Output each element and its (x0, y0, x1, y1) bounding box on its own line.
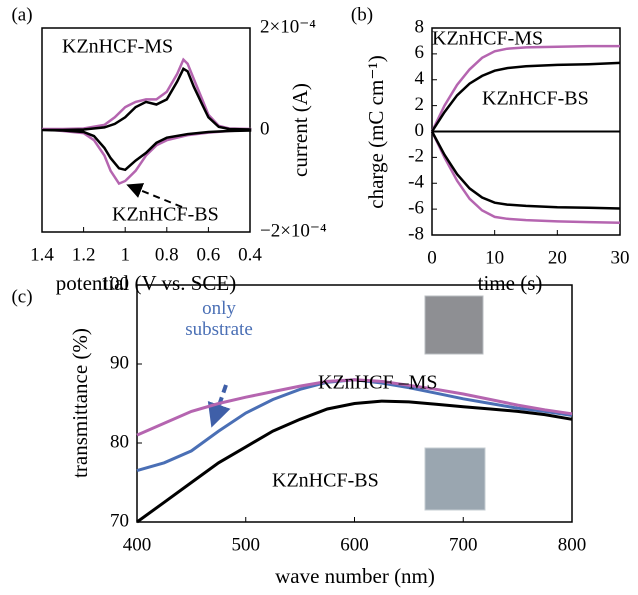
x-tick-label: 20 (548, 247, 567, 268)
y-tick-label: 100 (101, 273, 130, 294)
y-tick-label: 70 (110, 510, 129, 531)
series-annotation: KZnHCF-MS (62, 36, 173, 58)
y-tick-label: 2×10⁻⁴ (260, 16, 316, 37)
series-annotation: KZnHCF-BS (482, 88, 589, 110)
y-tick-label: 80 (110, 431, 129, 452)
y-tick-label: 0 (260, 118, 270, 139)
x-tick-label: 10 (485, 247, 504, 268)
x-tick-label: 0 (427, 247, 437, 268)
series-line (41, 57, 252, 186)
series-annotation: KZnHCF-BS (272, 470, 379, 492)
series-line (41, 67, 252, 172)
panel-label: (b) (351, 4, 373, 25)
x-axis-title: time (s) (478, 271, 543, 295)
series-line (136, 378, 573, 437)
y-tick-label: 4 (415, 68, 425, 89)
y-tick-label: -6 (408, 197, 424, 218)
series-line (430, 44, 621, 224)
arrow (126, 183, 183, 208)
y-tick-label: 8 (415, 16, 425, 37)
sample-photo (424, 295, 484, 355)
y-axis-title: charge (mC cm⁻¹) (364, 55, 388, 208)
y-tick-label: 6 (415, 42, 425, 63)
panel-label: (a) (11, 4, 32, 25)
y-tick-label: -8 (408, 223, 424, 244)
x-tick-label: 800 (558, 534, 587, 555)
y-axis-title: transmittance (%) (68, 328, 92, 478)
y-tick-label: 90 (110, 352, 129, 373)
x-tick-label: 700 (449, 534, 478, 555)
x-tick-label: 500 (232, 534, 261, 555)
series-line (430, 61, 621, 210)
series-annotation: KZnHCF-BS (112, 204, 219, 226)
x-axis-title: potential (V vs. SCE) (56, 271, 236, 295)
x-tick-label: 1.2 (72, 244, 96, 265)
panel-label: (c) (11, 286, 32, 307)
series-line (136, 399, 573, 524)
x-tick-label: 400 (123, 534, 152, 555)
y-tick-label: -2 (408, 146, 424, 167)
x-tick-label: 0.4 (238, 244, 262, 265)
y-tick-label: -4 (408, 172, 424, 193)
x-tick-label: 0.8 (155, 244, 179, 265)
y-tick-label: 2 (415, 94, 425, 115)
x-tick-label: 1 (120, 244, 130, 265)
sample-photo (424, 447, 486, 511)
series-annotation: KZnHCF-MS (432, 28, 543, 50)
y-tick-label: 0 (415, 120, 425, 141)
x-axis-title: wave number (nm) (275, 564, 435, 588)
x-tick-label: 0.6 (197, 244, 221, 265)
x-tick-label: 600 (340, 534, 369, 555)
x-tick-label: 1.4 (30, 244, 54, 265)
series-annotation: KZnHCF –MS (318, 372, 437, 394)
x-tick-label: 30 (611, 247, 630, 268)
series-annotation: only substrate (185, 298, 253, 340)
y-axis-title: current (A) (288, 83, 312, 177)
y-tick-label: −2×10⁻⁴ (260, 220, 327, 241)
